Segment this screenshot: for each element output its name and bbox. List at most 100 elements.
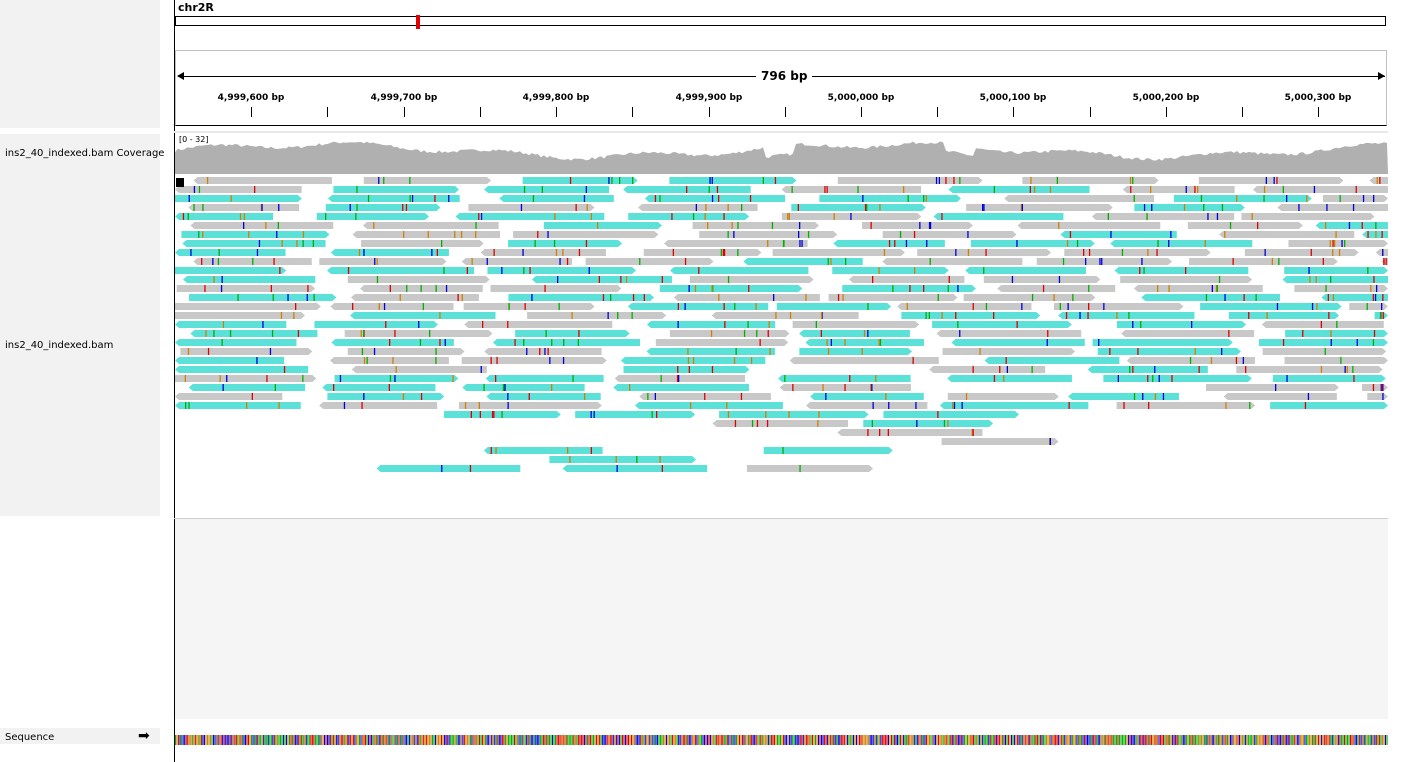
aligned-read: [444, 411, 561, 418]
aligned-read: [644, 195, 786, 202]
sequence-base: [433, 735, 435, 745]
aligned-read: [1321, 294, 1388, 301]
aligned-reads[interactable]: [175, 175, 1388, 518]
sequence-track-name[interactable]: Sequence: [5, 732, 55, 743]
sequence-base: [716, 735, 718, 745]
sequence-base: [1129, 735, 1131, 745]
sequence-base: [275, 735, 277, 745]
sequence-base: [831, 735, 833, 745]
sequence-base: [1163, 735, 1165, 745]
aligned-read: [1068, 393, 1179, 400]
aligned-read: [806, 402, 928, 409]
sequence-base: [1181, 735, 1183, 745]
alignment-track-name[interactable]: ins2_40_indexed.bam: [5, 340, 114, 351]
aligned-read: [461, 357, 607, 364]
sequence-base: [202, 735, 204, 745]
sequence-base: [974, 735, 976, 745]
sequence-base: [255, 735, 257, 745]
aligned-read: [743, 258, 863, 265]
sequence-base: [1172, 735, 1174, 745]
sequence-base: [909, 735, 911, 745]
sequence-base: [1164, 735, 1166, 745]
aligned-read: [719, 411, 869, 418]
sequence-base: [928, 735, 931, 745]
sequence-bases: [175, 735, 1390, 745]
sequence-base: [860, 735, 862, 745]
sequence-base: [1073, 735, 1075, 745]
alignment-track[interactable]: [175, 175, 1388, 518]
sequence-base: [266, 735, 268, 745]
sequence-base: [1170, 735, 1172, 745]
ruler[interactable]: 796 bp 4,999,600 bp 4,999,700 bp 4,999,8…: [175, 50, 1387, 126]
sequence-base: [368, 735, 370, 745]
sequence-base: [738, 735, 741, 745]
sequence-base: [513, 735, 516, 745]
strand-right-arrow-icon[interactable]: ➡: [138, 728, 150, 744]
aligned-read: [1058, 312, 1195, 319]
sequence-base: [1159, 735, 1162, 745]
sequence-base: [979, 735, 981, 745]
sequence-base: [1356, 735, 1358, 745]
sequence-base: [510, 735, 513, 745]
sequence-base: [773, 735, 775, 745]
aligned-read: [779, 384, 911, 391]
sequence-base: [652, 735, 654, 745]
sequence-base: [1386, 735, 1388, 745]
insertion-marker[interactable]: [176, 178, 184, 187]
aligned-read: [1200, 303, 1342, 310]
sequence-base: [1273, 735, 1276, 745]
sequence-base: [942, 735, 944, 745]
sequence-base: [977, 735, 979, 745]
sequence-base: [418, 735, 420, 745]
sequence-base: [576, 735, 578, 745]
sequence-base: [1179, 735, 1181, 745]
sequence-base: [596, 735, 598, 745]
sequence-base: [702, 735, 704, 745]
sequence-base: [363, 735, 365, 745]
sequence-base: [849, 735, 851, 745]
coverage-track[interactable]: [0 - 32]: [175, 134, 1388, 174]
sequence-base: [1223, 735, 1225, 745]
sequence-base: [854, 735, 856, 745]
sequence-base: [570, 735, 572, 745]
sequence-base: [319, 735, 321, 745]
sequence-base: [577, 735, 579, 745]
sequence-base: [924, 735, 926, 745]
sequence-base: [658, 735, 660, 745]
sequence-base: [734, 735, 736, 745]
aligned-read: [863, 420, 994, 427]
sequence-base: [583, 735, 585, 745]
sequence-base: [1006, 735, 1008, 745]
sequence-base: [726, 735, 728, 745]
aligned-read: [543, 222, 662, 229]
sequence-base: [682, 735, 684, 745]
sequence-base: [568, 735, 570, 745]
sequence-base: [1245, 735, 1247, 745]
sequence-base: [1111, 735, 1113, 745]
sequence-base: [214, 735, 216, 745]
coverage-track-name[interactable]: ins2_40_indexed.bam Coverage: [5, 148, 165, 159]
ruler-major-tick: [556, 107, 557, 117]
sequence-base: [766, 735, 768, 745]
sequence-base: [968, 735, 970, 745]
sequence-base: [817, 735, 820, 745]
aligned-read: [1252, 186, 1388, 193]
sequence-base: [501, 735, 503, 745]
aligned-read: [1261, 321, 1384, 328]
sequence-base: [185, 735, 187, 745]
aligned-read: [1017, 222, 1161, 229]
sequence-base: [988, 735, 990, 745]
aligned-read: [805, 339, 924, 346]
sequence-base: [667, 735, 669, 745]
sequence-base: [603, 735, 605, 745]
sequence-base: [336, 735, 338, 745]
sequence-track[interactable]: [175, 730, 1390, 745]
sequence-base: [843, 735, 845, 745]
sequence-base: [222, 735, 224, 745]
aligned-read: [193, 177, 332, 184]
chromosome-ideogram[interactable]: [175, 15, 1386, 29]
sequence-base: [1161, 735, 1163, 745]
aligned-read: [1367, 393, 1388, 400]
ruler-tick-label: 4,999,600 bp: [217, 93, 285, 103]
sequence-base: [1242, 735, 1244, 745]
